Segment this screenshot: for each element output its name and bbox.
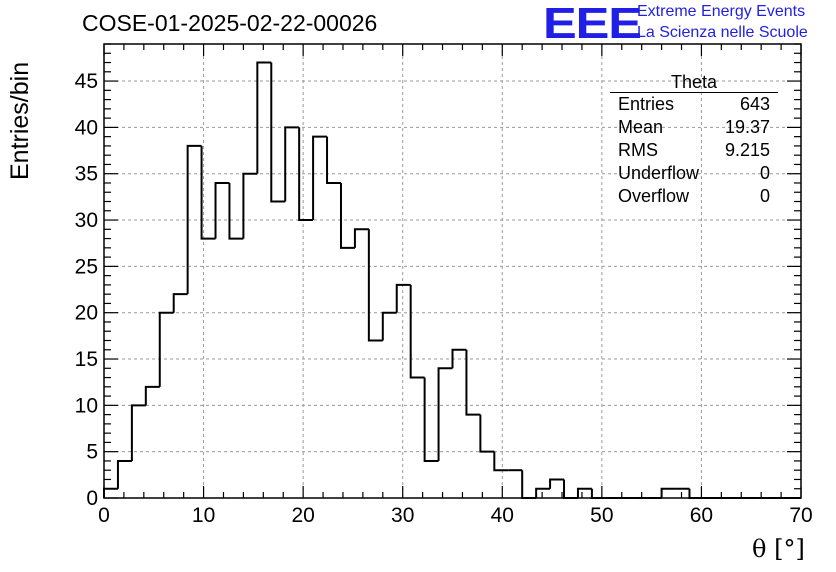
grid-lines: [104, 44, 801, 498]
x-axis-label: θ [°]: [752, 535, 805, 563]
histogram-bin: [172, 293, 188, 313]
histogram-bin: [214, 181, 230, 239]
x-tick-label: 50: [590, 504, 613, 527]
stats-row-mean: Mean 19.37: [610, 116, 778, 139]
histogram-bin: [465, 349, 481, 416]
stats-value: 9.215: [724, 140, 770, 160]
y-tick-label: 0: [86, 487, 98, 510]
histogram-bin: [451, 348, 467, 369]
stats-label: RMS: [618, 140, 658, 160]
histogram-bin: [242, 172, 258, 239]
stats-box: Theta Entries 643 Mean 19.37 RMS 9.215 U…: [610, 72, 778, 208]
histogram-bin: [130, 404, 146, 461]
stats-row-overflow: Overflow 0: [610, 185, 778, 208]
y-tick-label: 25: [75, 255, 98, 278]
x-tick-label: 40: [491, 504, 514, 527]
x-tick-label: 20: [291, 504, 314, 527]
histogram-bin: [367, 229, 383, 342]
stats-value: 643: [739, 94, 770, 114]
y-axis-label: Entries/bin: [6, 61, 34, 180]
stats-row-underflow: Underflow 0: [610, 162, 778, 185]
stats-row-entries: Entries 643: [610, 93, 778, 116]
histogram-bin: [395, 283, 411, 313]
histogram-bin: [228, 182, 244, 240]
histogram-bin: [116, 459, 132, 489]
axis-ticks: [103, 43, 802, 499]
histogram-bin: [256, 61, 272, 174]
stats-label: Entries: [618, 94, 675, 114]
x-tick-label: 30: [391, 504, 414, 527]
stats-value: 19.37: [724, 117, 770, 137]
histogram-bin: [549, 478, 565, 489]
stats-title: Theta: [610, 72, 778, 93]
y-tick-label: 30: [75, 209, 98, 232]
stats-label: Overflow: [618, 186, 690, 206]
histogram-bin: [144, 385, 160, 406]
x-tick-label: 60: [690, 504, 713, 527]
stats-value: 0: [759, 186, 770, 206]
histogram-bin: [521, 470, 537, 499]
plot-frame: [103, 43, 802, 499]
stats-row-rms: RMS 9.215: [610, 139, 778, 162]
stats-label: Mean: [618, 117, 664, 137]
histogram-bin: [590, 488, 606, 499]
histogram-bin: [563, 479, 578, 499]
histogram-bin: [493, 451, 509, 472]
axes-frame: [103, 43, 802, 499]
histogram-bin: [326, 136, 341, 184]
x-tick-label: 0: [98, 504, 110, 527]
histogram-bin: [284, 126, 300, 202]
histogram-bin: [409, 284, 425, 379]
chart-title: COSE-01-2025-02-22-00026: [82, 10, 378, 36]
histogram-bin: [479, 414, 495, 453]
histogram-bin: [339, 182, 355, 249]
tick-labels: 0 10 20 30 40 50 60 70 0 5 10 15 20 25 30 35 40 45: [75, 70, 813, 527]
x-tick-label: 10: [192, 504, 215, 527]
x-tick-label: 70: [789, 504, 812, 527]
y-tick-label: 45: [75, 70, 98, 93]
histogram-bin: [200, 145, 216, 240]
histogram-bin: [660, 487, 676, 498]
histogram-bin: [103, 487, 118, 498]
y-tick-label: 20: [75, 302, 98, 325]
histogram-bin: [423, 377, 439, 462]
logo-line-2: La Scienza nelle Scuole: [637, 24, 808, 41]
histogram-bin: [576, 487, 592, 498]
histogram-bin: [381, 311, 397, 341]
histogram-bin: [353, 228, 369, 248]
stats-value: 0: [759, 163, 770, 183]
stats-label: Underflow: [618, 163, 700, 183]
y-tick-label: 10: [75, 394, 98, 417]
y-tick-label: 5: [86, 441, 98, 464]
histogram-bin: [535, 487, 551, 498]
histogram-bin: [186, 144, 202, 295]
y-tick-label: 40: [75, 116, 98, 139]
histogram-bin: [270, 62, 286, 203]
histogram-bin: [437, 367, 453, 461]
y-tick-label: 35: [75, 163, 98, 186]
histogram-bin: [312, 135, 328, 221]
histogram-bin: [298, 127, 314, 222]
eee-logo: EEE: [543, 0, 642, 48]
logo-line-1: Extreme Energy Events: [637, 3, 806, 20]
histogram-bin: [158, 311, 174, 387]
y-tick-label: 15: [75, 348, 98, 371]
